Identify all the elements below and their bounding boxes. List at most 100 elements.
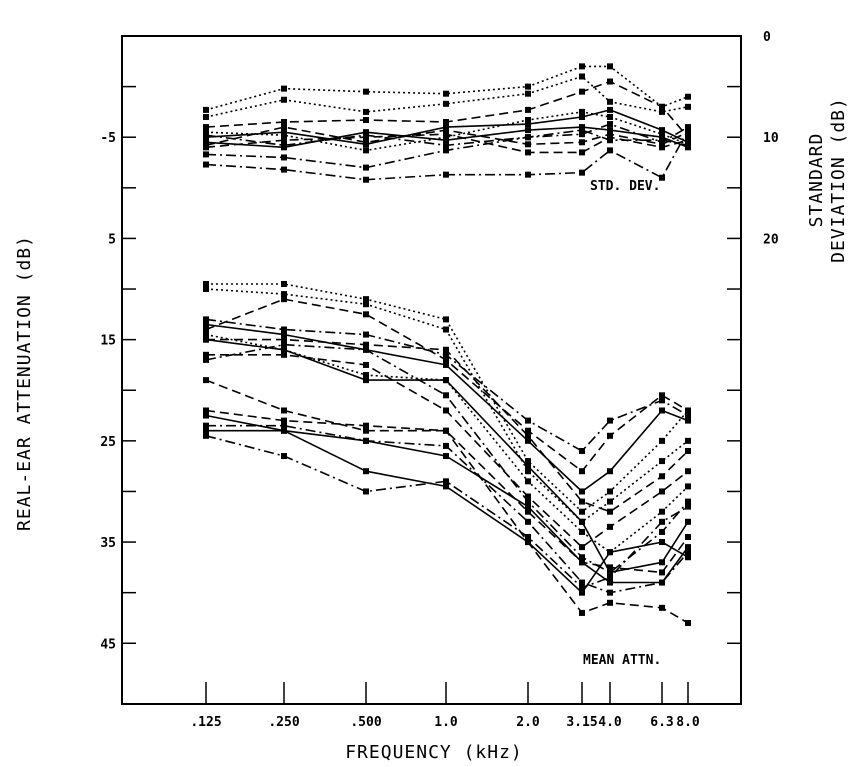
- mean-attn-series-point: [363, 296, 369, 303]
- mean-attn-series-point: [281, 417, 287, 424]
- mean-attn-series-point: [607, 589, 613, 596]
- right-axis-ticks: 0 10 20: [727, 30, 779, 645]
- std-dev-annotation: STD. DEV.: [590, 179, 660, 194]
- std-dev-series-point: [579, 108, 585, 115]
- y-axis-title-left: REAL-EAR ATTENUATION (dB): [14, 235, 35, 531]
- mean-attn-series-point: [203, 326, 209, 333]
- left-tick-label: 35: [100, 536, 116, 551]
- mean-attn-series-point: [579, 609, 585, 616]
- std-dev-series-point: [281, 166, 287, 173]
- mean-attn-series-point: [363, 422, 369, 429]
- std-dev-series-point: [203, 129, 209, 136]
- mean-attn-series-point: [525, 468, 531, 475]
- mean-attn-series-point: [579, 488, 585, 495]
- std-dev-series-point: [607, 127, 613, 134]
- std-dev-series-point: [281, 124, 287, 131]
- mean-attn-series-point: [659, 437, 665, 444]
- mean-attn-series-point: [203, 351, 209, 358]
- std-dev-series-point: [281, 137, 287, 144]
- mean-attn-series-point: [607, 579, 613, 586]
- mean-attn-series-point: [281, 280, 287, 287]
- mean-attn-series-point: [525, 508, 531, 515]
- std-dev-series-point: [525, 117, 531, 124]
- right-title-line: STANDARD: [806, 133, 827, 228]
- mean-attn-series: [203, 422, 691, 596]
- std-dev-series-point: [281, 85, 287, 92]
- mean-attn-series-point: [659, 508, 665, 515]
- std-dev-series-point: [443, 127, 449, 134]
- mean-attn-series-point: [443, 356, 449, 363]
- x-tick-label: 1.0: [434, 715, 458, 730]
- mean-attn-series-point: [685, 447, 691, 454]
- x-tick-label: 4.0: [598, 715, 622, 730]
- mean-attn-series-point: [443, 361, 449, 368]
- mean-attn-series-point: [685, 498, 691, 505]
- mean-attn-series-point: [363, 301, 369, 308]
- mean-attn-series-point: [363, 468, 369, 475]
- mean-attn-series-point: [579, 584, 585, 591]
- mean-attn-series-point: [363, 361, 369, 368]
- std-dev-series-point: [579, 127, 585, 134]
- mean-attn-series: [203, 336, 691, 576]
- std-dev-series-point: [659, 174, 665, 181]
- std-dev-series-line: [205, 75, 689, 118]
- mean-attn-series-point: [685, 468, 691, 475]
- mean-attn-series-point: [281, 336, 287, 343]
- mean-attn-series-point: [525, 478, 531, 485]
- std-dev-series-point: [607, 121, 613, 128]
- mean-attn-series-point: [607, 564, 613, 571]
- mean-attn-series-point: [525, 437, 531, 444]
- mean-attn-series-point: [281, 422, 287, 429]
- mean-attn-series-point: [579, 498, 585, 505]
- std-dev-series-point: [525, 149, 531, 156]
- mean-attn-series-point: [579, 508, 585, 515]
- mean-attn-series: [203, 412, 691, 586]
- mean-attn-series-point: [685, 503, 691, 510]
- mean-attn-series-point: [525, 458, 531, 465]
- mean-attn-series-point: [685, 620, 691, 627]
- mean-attn-series: [203, 351, 691, 551]
- std-dev-series-point: [525, 106, 531, 113]
- mean-attn-series-point: [685, 544, 691, 551]
- mean-attn-series-point: [659, 473, 665, 480]
- mean-attn-series-point: [203, 356, 209, 363]
- mean-attn-series-line: [206, 283, 689, 513]
- std-dev-series-point: [525, 141, 531, 148]
- x-tick-label: .500: [350, 715, 381, 730]
- mean-attn-series-point: [607, 468, 613, 475]
- mean-attn-series-point: [525, 498, 531, 505]
- std-dev-series-point: [579, 113, 585, 120]
- std-dev-series-point: [443, 142, 449, 149]
- mean-attn-series-point: [203, 407, 209, 414]
- mean-attn-series-point: [443, 427, 449, 434]
- std-dev-series-point: [607, 147, 613, 154]
- std-dev-series-point: [607, 78, 613, 85]
- mean-attn-series-point: [443, 407, 449, 414]
- mean-attn-series-point: [579, 554, 585, 561]
- std-dev-series-point: [443, 124, 449, 131]
- std-dev-series-point: [363, 176, 369, 183]
- std-dev-series-point: [607, 131, 613, 138]
- x-tick-label: 8.0: [676, 715, 700, 730]
- mean-attn-series-point: [659, 397, 665, 404]
- std-dev-series-point: [659, 103, 665, 110]
- mean-attn-series-point: [525, 463, 531, 470]
- std-dev-series-point: [685, 129, 691, 136]
- mean-attn-series-point: [443, 483, 449, 490]
- mean-attn-series-point: [363, 341, 369, 348]
- mean-attn-series-line: [205, 414, 689, 584]
- std-dev-series-point: [579, 169, 585, 176]
- mean-attn-series-point: [363, 372, 369, 379]
- mean-attn-series-point: [281, 427, 287, 434]
- mean-attn-series: [203, 316, 691, 454]
- mean-attn-series-point: [525, 417, 531, 424]
- std-dev-series-point: [443, 171, 449, 178]
- std-dev-series-point: [607, 106, 613, 113]
- mean-attn-series-point: [443, 377, 449, 384]
- mean-attn-series-point: [659, 488, 665, 495]
- std-dev-series-point: [443, 134, 449, 141]
- std-dev-series-point: [579, 131, 585, 138]
- left-tick-label: -5: [100, 131, 116, 146]
- mean-attn-series-point: [443, 442, 449, 449]
- mean-attn-series-point: [659, 518, 665, 525]
